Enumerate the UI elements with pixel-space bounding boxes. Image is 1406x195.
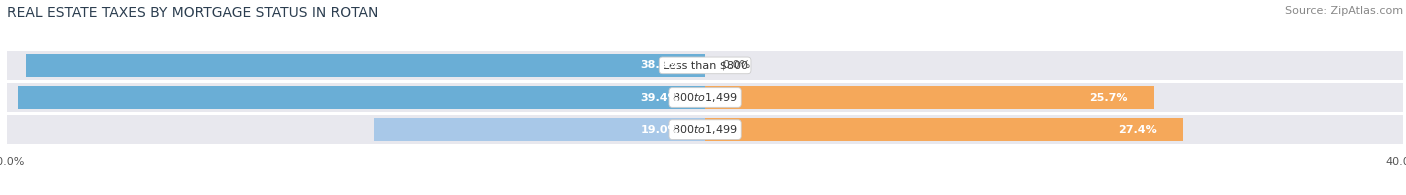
Text: $800 to $1,499: $800 to $1,499 (672, 123, 738, 136)
Text: Source: ZipAtlas.com: Source: ZipAtlas.com (1285, 6, 1403, 16)
Bar (7, 115, 1403, 144)
Text: Less than $800: Less than $800 (662, 60, 748, 70)
Text: 25.7%: 25.7% (1088, 92, 1128, 103)
Text: 39.4%: 39.4% (640, 92, 679, 103)
Text: REAL ESTATE TAXES BY MORTGAGE STATUS IN ROTAN: REAL ESTATE TAXES BY MORTGAGE STATUS IN … (7, 6, 378, 20)
Bar (706, 118, 1184, 141)
Text: 19.0%: 19.0% (640, 125, 679, 135)
Text: 0.0%: 0.0% (723, 60, 751, 70)
Text: 27.4%: 27.4% (1118, 125, 1157, 135)
Text: $800 to $1,499: $800 to $1,499 (672, 91, 738, 104)
Bar (374, 118, 706, 141)
Bar (7, 83, 1403, 112)
Bar (7, 51, 1403, 80)
Bar (27, 54, 706, 77)
Bar (17, 86, 706, 109)
Text: 38.9%: 38.9% (640, 60, 679, 70)
Bar (706, 86, 1154, 109)
